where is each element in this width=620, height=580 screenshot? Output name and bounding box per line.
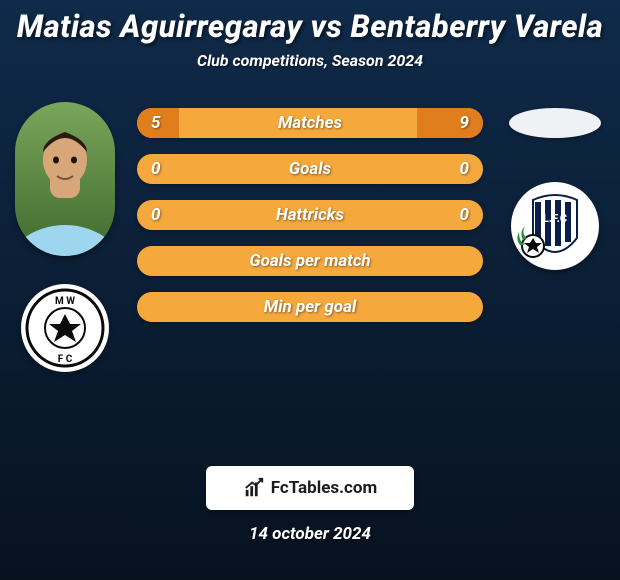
svg-text:L.F.C: L.F.C	[543, 212, 567, 225]
bar-track	[137, 200, 483, 230]
stat-row-matches: Matches59	[137, 108, 483, 138]
stat-row-hattricks: Hattricks00	[137, 200, 483, 230]
right-player-placeholder	[509, 108, 601, 138]
bar-track	[137, 246, 483, 276]
brand-text: FcTables.com	[271, 478, 377, 498]
bar-track	[137, 292, 483, 322]
comparison-card: Matias Aguirregaray vs Bentaberry Varela…	[0, 0, 620, 580]
stat-row-goals: Goals00	[137, 154, 483, 184]
stat-bars: Matches59 Goals00 Hattricks00 Goals per mat…	[137, 108, 483, 322]
stat-row-min_per_goal: Min per goal	[137, 292, 483, 322]
svg-text:M W: M W	[55, 296, 75, 307]
left-player-column: M W F C	[0, 108, 130, 372]
bar-fill-left	[137, 108, 179, 138]
date-text: 14 october 2024	[0, 524, 620, 544]
mwfc-badge-icon: M W F C	[25, 288, 105, 368]
right-player-column: L.F.C	[490, 108, 620, 270]
chart-up-icon	[243, 477, 265, 499]
page-title: Matias Aguirregaray vs Bentaberry Varela	[10, 8, 610, 45]
lfc-badge-icon: L.F.C	[515, 186, 595, 266]
right-club-badge: L.F.C	[511, 182, 599, 270]
left-player-portrait	[15, 102, 115, 256]
brand-chip[interactable]: FcTables.com	[206, 466, 414, 510]
svg-text:F C: F C	[58, 354, 73, 365]
bar-fill-right	[417, 108, 483, 138]
subtitle: Club competitions, Season 2024	[0, 51, 620, 70]
left-club-badge: M W F C	[21, 284, 109, 372]
portrait-illustration	[15, 102, 115, 256]
stat-row-goals_per_match: Goals per match	[137, 246, 483, 276]
bar-track	[137, 154, 483, 184]
comparison-body: M W F C L.F.C	[0, 108, 620, 408]
